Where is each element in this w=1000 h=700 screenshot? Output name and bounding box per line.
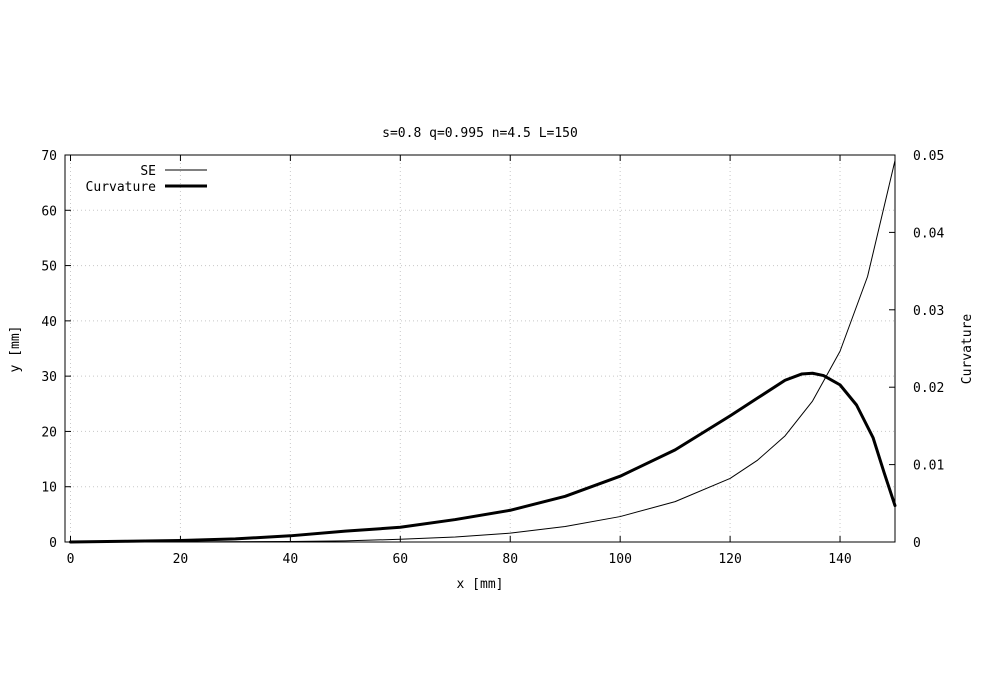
x-tick-label: 60 — [392, 552, 408, 567]
grid — [65, 155, 895, 542]
y2-tick-label: 0.04 — [913, 226, 944, 241]
x-tick-label: 100 — [608, 552, 631, 567]
y2-tick-label: 0.01 — [913, 459, 944, 474]
y-tick-label: 70 — [41, 149, 57, 164]
y-tick-label: 30 — [41, 370, 57, 385]
x-tick-label: 80 — [502, 552, 518, 567]
x-tick-label: 40 — [283, 552, 299, 567]
x-tick-label: 140 — [828, 552, 851, 567]
y-tick-label: 20 — [41, 425, 57, 440]
y2-axis-label: Curvature — [960, 314, 975, 385]
series-line-0 — [70, 160, 896, 543]
y-tick-label: 50 — [41, 260, 57, 275]
y-tick-label: 60 — [41, 204, 57, 219]
y-axis-label: y [mm] — [8, 326, 23, 373]
legend-label-0: SE — [140, 164, 156, 179]
plot-border — [64, 154, 896, 543]
x-tick-label: 20 — [173, 552, 189, 567]
series-line-1 — [69, 371, 897, 544]
legend-label-1: Curvature — [86, 180, 157, 195]
x-axis-label: x [mm] — [457, 577, 504, 592]
y2-tick-label: 0.02 — [913, 381, 944, 396]
y-tick-label: 10 — [41, 481, 57, 496]
chart-title: s=0.8 q=0.995 n=4.5 L=150 — [382, 126, 578, 141]
y2-tick-label: 0.03 — [913, 304, 944, 319]
y-tick-label: 0 — [49, 536, 57, 551]
series-layer — [69, 160, 897, 544]
x-tick-label: 0 — [67, 552, 75, 567]
x-tick-label: 120 — [718, 552, 741, 567]
y-tick-label: 40 — [41, 315, 57, 330]
y2-tick-label: 0 — [913, 536, 921, 551]
axis-ticks: 0 20 40 60 80 100 120 140 0 10 20 30 40 50 60 70 0 0.01 0.… — [41, 149, 944, 567]
y2-tick-label: 0.05 — [913, 149, 944, 164]
